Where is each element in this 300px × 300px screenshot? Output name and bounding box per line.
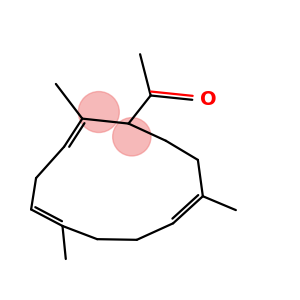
Circle shape bbox=[113, 118, 151, 156]
Text: O: O bbox=[200, 90, 216, 109]
Circle shape bbox=[78, 92, 119, 133]
